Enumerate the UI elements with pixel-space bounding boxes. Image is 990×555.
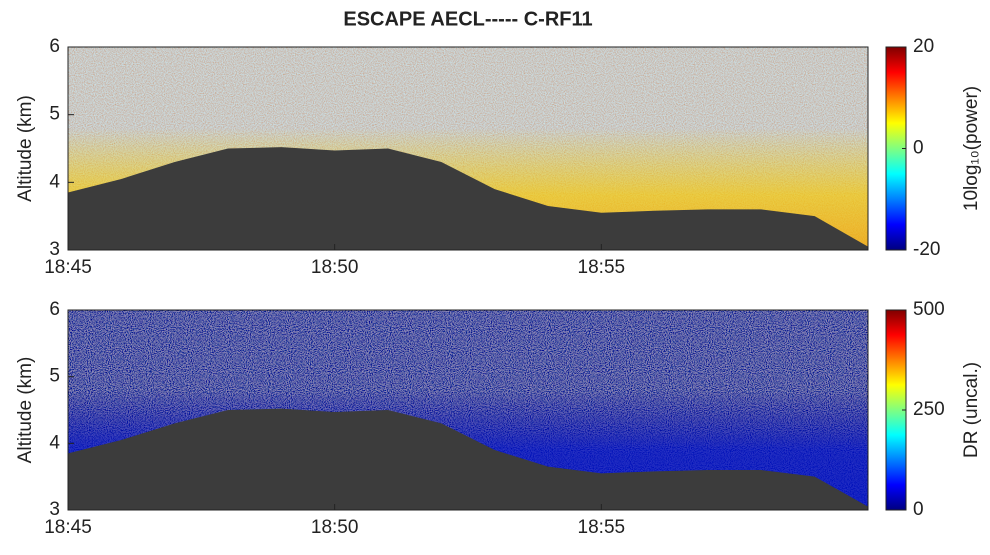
colorbar-tick-label: 250 bbox=[913, 399, 945, 420]
plot-frame bbox=[67, 309, 869, 511]
x-tick-label: 18:55 bbox=[578, 517, 626, 538]
plot-frame bbox=[67, 46, 869, 251]
x-tick-label: 18:50 bbox=[311, 257, 359, 278]
y-tick-label: 6 bbox=[49, 299, 60, 320]
y-axis-label: Altitude (km) bbox=[15, 357, 36, 464]
colorbar-tick-label: 0 bbox=[913, 138, 924, 159]
y-tick-label: 3 bbox=[49, 239, 60, 260]
y-axis-label: Altitude (km) bbox=[15, 95, 36, 202]
x-tick-label: 18:50 bbox=[311, 517, 359, 538]
x-tick-label: 18:45 bbox=[44, 517, 92, 538]
colorbar-label: DR (uncal.) bbox=[961, 362, 982, 458]
terrain-area bbox=[68, 147, 868, 250]
chart-title: ESCAPE AECL----- C-RF11 bbox=[343, 8, 592, 30]
colorbar-tick-label: 20 bbox=[913, 36, 934, 57]
colorbar-label: 10log₁₀(power) bbox=[961, 86, 982, 211]
y-tick-label: 5 bbox=[49, 104, 60, 125]
colorbar-tick-label: 500 bbox=[913, 299, 945, 320]
y-tick-label: 5 bbox=[49, 366, 60, 387]
terrain-area bbox=[68, 408, 868, 510]
y-tick-label: 6 bbox=[49, 36, 60, 57]
y-tick-label: 3 bbox=[49, 499, 60, 520]
x-tick-label: 18:55 bbox=[578, 257, 626, 278]
y-tick-label: 4 bbox=[49, 171, 60, 192]
colorbar-tick-label: -20 bbox=[913, 239, 940, 260]
colorbar-tick-label: 0 bbox=[913, 499, 924, 520]
x-tick-label: 18:45 bbox=[44, 257, 92, 278]
y-tick-label: 4 bbox=[49, 432, 60, 453]
